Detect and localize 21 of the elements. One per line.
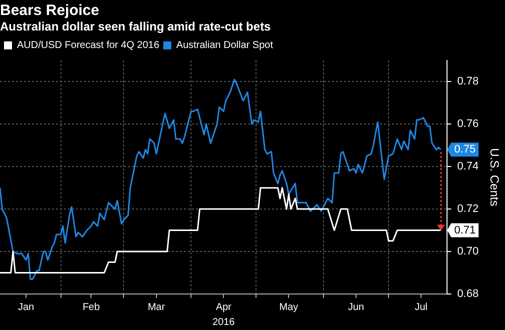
x-tick-label: Feb: [82, 302, 100, 313]
y-tick-label: 0.70: [457, 246, 479, 258]
x-tick-label: Apr: [216, 302, 232, 313]
annotation: 0.71: [454, 224, 476, 236]
annotation: 0.75: [454, 144, 476, 156]
y-axis-title: U.S. Cents: [487, 148, 502, 206]
x-tick-label: Mar: [148, 302, 166, 313]
x-tick-label: Jul: [414, 302, 428, 313]
legend-label: Australian Dollar Spot: [176, 40, 274, 52]
x-tick-label: Jun: [348, 302, 364, 313]
chart-subtitle: Australian dollar seen falling amid rate-cut bets: [0, 20, 272, 34]
y-tick-label: 0.78: [457, 76, 479, 88]
y-tick-label: 0.68: [457, 288, 479, 300]
legend-label: AUD/USD Forecast for 4Q 2016: [17, 40, 160, 52]
x-axis-title: 2016: [212, 316, 236, 328]
x-tick-label: Jan: [18, 302, 34, 313]
y-tick-label: 0.76: [457, 118, 479, 130]
chart-title: Bears Rejoice: [0, 2, 100, 20]
y-tick-label: 0.74: [457, 160, 479, 173]
y-tick-label: 0.72: [457, 203, 479, 216]
x-tick-label: May: [279, 302, 298, 313]
